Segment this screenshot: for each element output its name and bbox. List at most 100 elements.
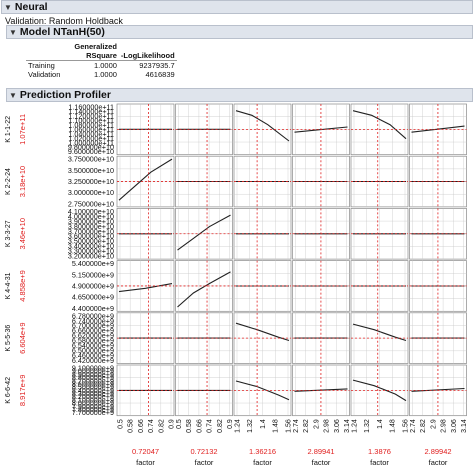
response-current-value: 3.46e+10 xyxy=(18,218,27,250)
response-name: K 6-6-42 xyxy=(5,377,12,404)
y-tick-label: 5.400000e+9 xyxy=(72,259,114,268)
blank-header xyxy=(26,51,73,61)
x-tick-label: 1.48 xyxy=(273,419,280,433)
factor-axis-label: factor xyxy=(312,458,331,466)
x-tick-label: 2.74 xyxy=(410,419,417,433)
factor-current-value[interactable]: 2.89942 xyxy=(424,447,451,456)
model-title: Model NTanH(50) xyxy=(19,26,105,38)
y-tick-label: 8.300000e+9 xyxy=(72,389,114,398)
y-tick-label: 8.900000e+9 xyxy=(72,370,114,379)
y-tick-label: 9.800000e+10 xyxy=(68,143,114,152)
y-tick-label: 3.900000e+10 xyxy=(68,217,114,226)
prediction-curve xyxy=(352,323,407,342)
factor-current-value[interactable]: 1.3876 xyxy=(368,447,391,456)
x-tick-label: 1.48 xyxy=(390,419,397,433)
y-tick-label: 8.800000e+9 xyxy=(72,373,114,382)
x-tick-label: 0.58 xyxy=(186,419,193,433)
prediction-curve xyxy=(235,380,290,401)
prediction-curve xyxy=(118,283,173,293)
y-tick-label: 9.100000e+9 xyxy=(72,364,114,373)
factor-current-value[interactable]: 2.89941 xyxy=(307,447,334,456)
y-tick-label: 3.600000e+10 xyxy=(68,232,114,241)
response-current-value: 8.917e+9 xyxy=(18,375,27,407)
x-tick-label: 2.9 xyxy=(430,419,437,429)
x-tick-label: 0.9 xyxy=(169,419,176,429)
table-row: Validation 1.0000 4616839 xyxy=(26,70,177,79)
x-tick-label: 3.06 xyxy=(334,419,341,433)
model-header[interactable]: ▼ Model NTanH(50) xyxy=(6,25,473,39)
response-current-value: 1.07e+11 xyxy=(18,114,27,145)
col-header-loglik: -LogLikelihood xyxy=(118,51,177,61)
y-tick-label: 3.000000e+10 xyxy=(68,188,114,197)
y-tick-label: 6.780000e+9 xyxy=(72,311,114,320)
factor-current-value[interactable]: 0.72132 xyxy=(190,447,217,456)
y-tick-label: 3.500000e+10 xyxy=(68,166,114,175)
y-tick-label: 9.000000e+9 xyxy=(72,367,114,376)
x-tick-label: 1.32 xyxy=(247,419,254,433)
y-tick-label: 8.200000e+9 xyxy=(72,392,114,401)
x-tick-label: 1.4 xyxy=(260,419,267,429)
y-tick-label: 8.700000e+9 xyxy=(72,376,114,385)
y-tick-label: 7.700000e+9 xyxy=(72,408,114,417)
y-tick-label: 3.250000e+10 xyxy=(68,177,114,186)
y-tick-label: 6.500000e+9 xyxy=(72,346,114,355)
x-tick-label: 0.74 xyxy=(207,419,214,433)
factor-axis-label: factor xyxy=(253,458,272,466)
x-tick-label: 0.58 xyxy=(128,419,135,433)
collapse-triangle-icon[interactable]: ▼ xyxy=(9,27,17,37)
neural-header[interactable]: ▼ Neural xyxy=(1,0,473,14)
factor-current-value[interactable]: 0.72047 xyxy=(132,447,159,456)
prediction-curve xyxy=(118,158,173,201)
collapse-triangle-icon[interactable]: ▼ xyxy=(4,2,12,12)
loglik-value: 4616839 xyxy=(145,70,175,79)
response-name: K 3-3-27 xyxy=(5,220,12,247)
row-label: Training xyxy=(28,61,55,70)
y-tick-label: 3.700000e+10 xyxy=(68,227,114,236)
rsquare-value: 1.0000 xyxy=(93,61,117,70)
y-tick-label: 1.120000e+11 xyxy=(68,111,114,120)
x-tick-label: 1.24 xyxy=(352,419,359,433)
y-tick-label: 1.160000e+11 xyxy=(68,103,114,112)
response-name: K 1-1-22 xyxy=(5,116,12,143)
y-tick-label: 8.400000e+9 xyxy=(72,386,114,395)
loglik-value: 9237935.7 xyxy=(139,61,175,70)
y-tick-label: 6.580000e+9 xyxy=(72,336,114,345)
x-tick-label: 3.14 xyxy=(344,419,351,433)
row-label: Validation xyxy=(28,70,61,79)
factor-axis-label: factor xyxy=(136,458,155,466)
prediction-curve xyxy=(352,379,407,402)
y-tick-label: 1.060000e+11 xyxy=(68,125,114,134)
prediction-curve xyxy=(235,110,290,142)
profiler-header[interactable]: ▼ Prediction Profiler xyxy=(6,88,473,102)
y-tick-label: 3.300000e+10 xyxy=(68,247,114,256)
collapse-triangle-icon[interactable]: ▼ xyxy=(9,90,17,100)
x-tick-label: 1.24 xyxy=(235,419,242,433)
y-tick-label: 8.000000e+9 xyxy=(72,399,114,408)
x-tick-label: 0.82 xyxy=(158,419,165,433)
prediction-curve xyxy=(235,322,290,342)
y-tick-label: 6.620000e+9 xyxy=(72,331,114,340)
y-tick-label: 1.080000e+11 xyxy=(68,120,114,129)
y-tick-label: 5.150000e+9 xyxy=(72,270,114,279)
col-header-generalized: Generalized xyxy=(74,42,117,51)
y-tick-label: 4.100000e+10 xyxy=(68,207,114,216)
validation-method-text: Validation: Random Holdback xyxy=(5,16,123,26)
y-tick-label: 2.750000e+10 xyxy=(68,199,114,208)
x-tick-label: 2.82 xyxy=(420,419,427,433)
fit-statistics-table: Generalized RSquare -LogLikelihood Train… xyxy=(26,42,177,79)
prediction-curve xyxy=(177,214,231,251)
col-header-rsquare: RSquare xyxy=(72,51,119,61)
response-name: K 5-5-36 xyxy=(5,325,12,352)
x-tick-label: 0.66 xyxy=(196,419,203,433)
y-tick-label: 7.800000e+9 xyxy=(72,405,114,414)
y-tick-label: 7.900000e+9 xyxy=(72,402,114,411)
y-tick-label: 3.800000e+10 xyxy=(68,222,114,231)
y-tick-label: 6.700000e+9 xyxy=(72,321,114,330)
y-tick-label: 4.650000e+9 xyxy=(72,293,114,302)
y-tick-label: 6.740000e+9 xyxy=(72,316,114,325)
rsquare-value: 1.0000 xyxy=(93,70,117,79)
factor-current-value[interactable]: 1.36216 xyxy=(249,447,276,456)
y-tick-label: 4.400000e+9 xyxy=(72,304,114,313)
x-tick-label: 0.66 xyxy=(138,419,145,433)
